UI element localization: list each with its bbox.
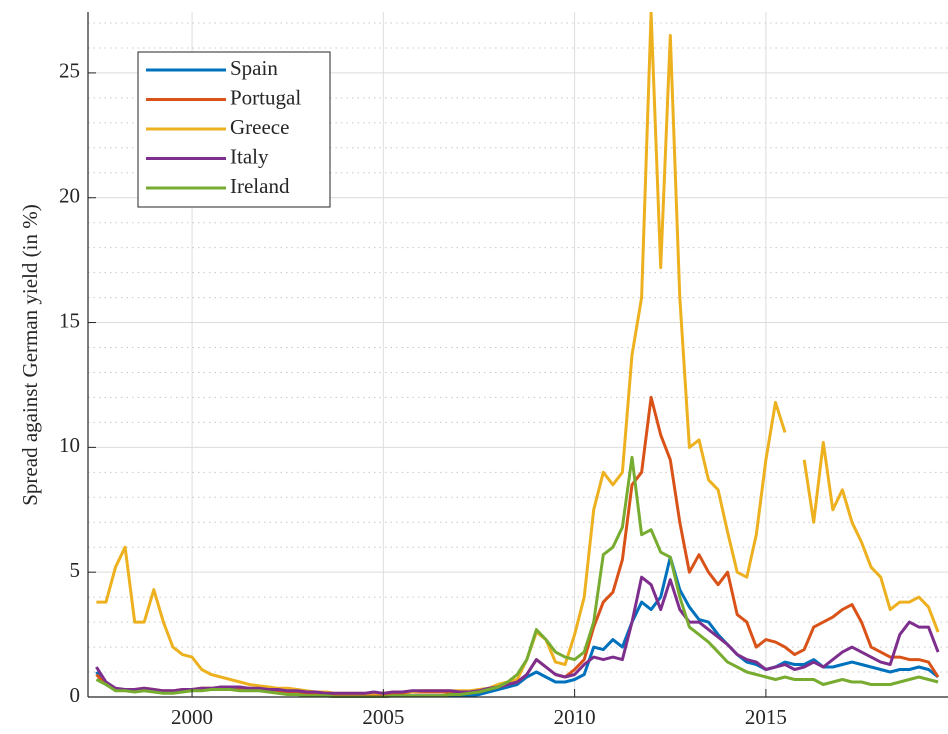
series-line	[95, 455, 939, 698]
x-tick-label: 2000	[171, 705, 213, 729]
legend-label: Ireland	[230, 174, 290, 198]
x-tick-label: 2015	[745, 705, 787, 729]
x-tick-label: 2010	[554, 705, 596, 729]
series-line	[95, 395, 940, 696]
legend-label: Italy	[230, 144, 269, 168]
y-tick-label: 0	[70, 683, 81, 707]
legend: Spain Portugal Greece Italy Ireland	[137, 51, 331, 208]
plot-area	[95, 12, 940, 698]
y-tick-label: 5	[70, 558, 81, 582]
y-axis-label: Spread against German yield (in %)	[18, 204, 42, 506]
legend-label: Greece	[230, 115, 289, 139]
y-tick-label: 20	[59, 184, 80, 208]
axes: 0 5 10 15 20 25 2000 2005 2010 2015	[59, 12, 948, 729]
x-tick-label: 2005	[362, 705, 404, 729]
y-tick-label: 10	[59, 433, 80, 457]
y-tick-label: 25	[59, 59, 80, 83]
y-tick-label: 15	[59, 308, 80, 332]
series-line	[95, 575, 940, 695]
grid	[88, 12, 948, 698]
legend-label: Portugal	[230, 85, 301, 109]
legend-label: Spain	[230, 56, 278, 80]
